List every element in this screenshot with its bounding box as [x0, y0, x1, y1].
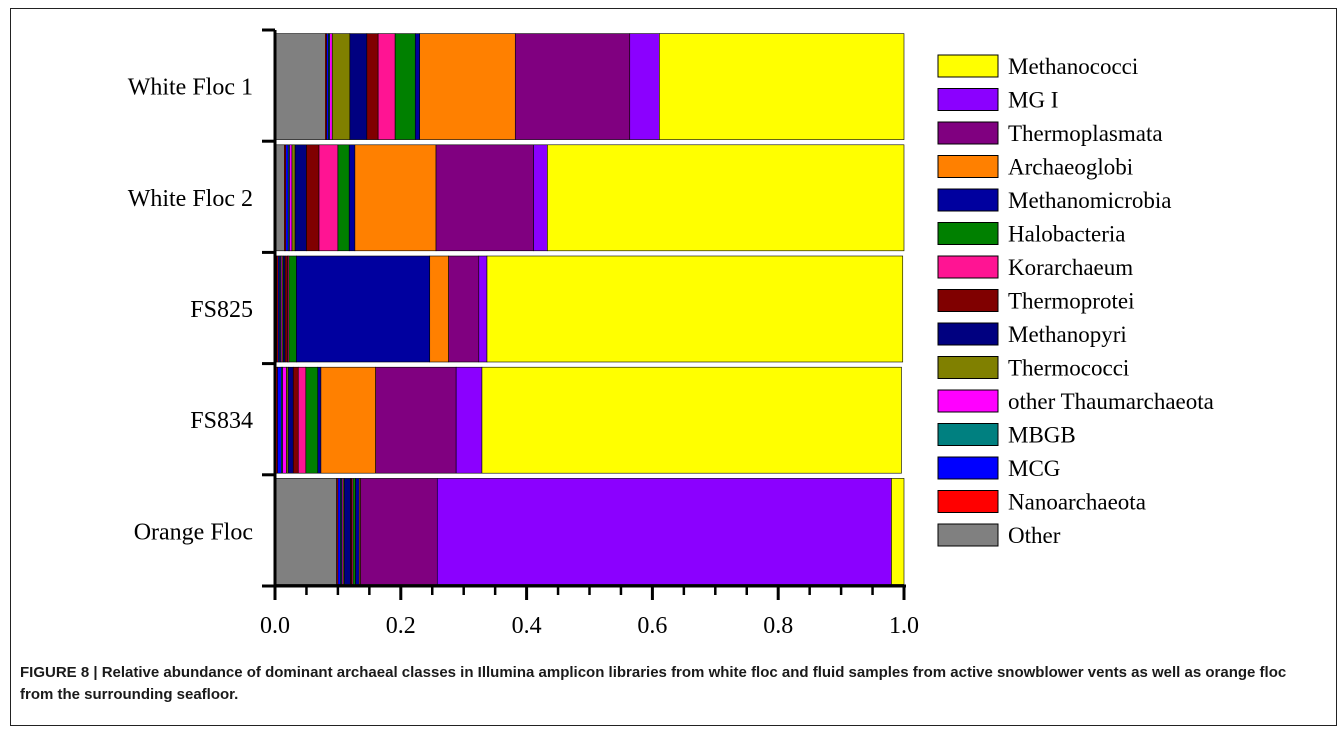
legend-swatch-other — [937, 523, 999, 547]
bar-segment-other-thaumarchaeota-white-floc-1 — [329, 33, 333, 140]
bar-segment-mg-i-fs834 — [455, 366, 483, 474]
bar-segment-thermococci-white-floc-2 — [291, 144, 296, 252]
bar-segment-methanococci-orange-floc — [891, 478, 905, 585]
bar-segment-mcg-fs834 — [277, 366, 282, 474]
legend-swatch-methanopyri — [937, 322, 999, 346]
x-tick-label: 0.4 — [512, 613, 542, 639]
legend: Methanococci MG I Thermoplasmata Archaeoglo… — [937, 54, 1214, 548]
legend-label-mcg: MCG — [1008, 456, 1060, 481]
y-category-label: White Floc 1 — [128, 75, 253, 101]
bar-segment-halobacteria-orange-floc — [352, 478, 356, 585]
bar-segment-methanomicrobia-fs834 — [317, 366, 322, 474]
bar-segment-methanomicrobia-white-floc-1 — [414, 33, 420, 140]
legend-label-thermoplasmata: Thermoplasmata — [1008, 121, 1163, 146]
stacked-bar-chart: White Floc 1 White Floc 2 FS825 FS834 Orange… — [128, 28, 1214, 639]
bar-segment-thermoplasmata-orange-floc — [360, 478, 438, 585]
legend-label-methanococci: Methanococci — [1008, 54, 1138, 79]
bar-segment-methanomicrobia-fs825 — [296, 255, 431, 363]
bar-segment-archaeoglobi-fs834 — [320, 366, 376, 474]
bar-segment-methanopyri-white-floc-1 — [349, 33, 368, 140]
legend-label-archaeoglobi: Archaeoglobi — [1008, 155, 1133, 180]
bar-segment-thermoplasmata-fs825 — [448, 255, 480, 363]
x-tick-label: 0.0 — [260, 613, 290, 639]
bar-segment-archaeoglobi-white-floc-2 — [354, 144, 437, 252]
bar-segment-archaeoglobi-fs825 — [429, 255, 449, 363]
legend-label-other-thaumarchaeota: other Thaumarchaeota — [1008, 389, 1214, 414]
y-ticks-layer: White Floc 1 White Floc 2 FS825 FS834 Orange… — [128, 28, 275, 588]
bar-segment-korarchaeum-fs834 — [297, 366, 307, 474]
y-category-label: FS834 — [190, 408, 253, 434]
bar-segment-thermococci-white-floc-1 — [331, 33, 351, 140]
bar-segment-mg-i-orange-floc — [436, 478, 892, 585]
bar-segment-thermoplasmata-fs834 — [375, 366, 457, 474]
x-tick-label: 1.0 — [889, 613, 919, 639]
x-tick-label: 0.6 — [637, 613, 667, 639]
bar-segment-thermoplasmata-white-floc-1 — [514, 33, 631, 140]
legend-label-mg-i: MG I — [1008, 88, 1058, 113]
legend-swatch-other-thaumarchaeota — [937, 389, 999, 413]
bars-layer — [274, 33, 905, 585]
bar-segment-thermoprotei-fs834 — [292, 366, 299, 474]
y-category-label: White Floc 2 — [128, 186, 253, 212]
legend-swatch-thermoprotei — [937, 289, 999, 312]
bar-segment-korarchaeum-white-floc-1 — [377, 33, 396, 140]
bar-segment-thermoprotei-white-floc-1 — [366, 33, 379, 140]
bar-segment-halobacteria-white-floc-1 — [394, 33, 416, 140]
bar-segment-methanopyri-fs834 — [287, 366, 294, 474]
bar-segment-other-orange-floc — [274, 478, 337, 585]
legend-label-other: Other — [1008, 523, 1061, 548]
y-category-label: FS825 — [190, 297, 253, 323]
bar-segment-methanococci-fs825 — [486, 255, 904, 363]
bar-segment-methanomicrobia-white-floc-2 — [348, 144, 356, 252]
legend-swatch-nanoarchaeota — [937, 490, 999, 513]
legend-swatch-methanococci — [937, 54, 999, 78]
bar-segment-other-white-floc-1 — [274, 33, 326, 140]
bar-segment-methanococci-white-floc-1 — [659, 33, 905, 140]
legend-label-methanomicrobia: Methanomicrobia — [1008, 188, 1172, 213]
legend-swatch-thermoplasmata — [937, 121, 999, 145]
legend-label-thermoprotei: Thermoprotei — [1008, 289, 1134, 314]
legend-label-halobacteria: Halobacteria — [1008, 222, 1125, 247]
bar-segment-mg-i-white-floc-1 — [629, 33, 660, 140]
legend-label-nanoarchaeota: Nanoarchaeota — [1008, 490, 1146, 515]
bar-segment-korarchaeum-white-floc-2 — [318, 144, 339, 252]
x-tick-label: 0.8 — [763, 613, 793, 639]
y-category-label: Orange Floc — [134, 519, 253, 545]
bar-segment-mcg-orange-floc — [337, 478, 341, 585]
legend-swatch-thermococci — [937, 356, 999, 379]
bar-segment-other-thaumarchaeota-fs834 — [282, 366, 287, 474]
x-ticks-layer: 0.0 0.2 0.4 0.6 0.8 1.0 — [260, 586, 919, 639]
legend-swatch-mcg — [937, 456, 999, 480]
legend-swatch-methanomicrobia — [937, 188, 999, 212]
figure-caption: FIGURE 8 | Relative abundance of dominan… — [20, 664, 1287, 703]
legend-swatch-korarchaeum — [937, 255, 999, 279]
x-tick-label: 0.2 — [386, 613, 416, 639]
bar-segment-other-thaumarchaeota-white-floc-2 — [289, 144, 293, 252]
legend-label-korarchaeum: Korarchaeum — [1008, 255, 1133, 280]
bar-segment-halobacteria-white-floc-2 — [337, 144, 350, 252]
bar-segment-halobacteria-fs825 — [288, 255, 297, 363]
legend-label-mbgb: MBGB — [1008, 423, 1076, 448]
bar-segment-thermoplasmata-white-floc-2 — [435, 144, 534, 252]
bar-segment-halobacteria-fs834 — [305, 366, 319, 474]
legend-swatch-archaeoglobi — [937, 155, 999, 178]
legend-swatch-halobacteria — [937, 222, 999, 245]
bar-segment-thermoprotei-white-floc-2 — [306, 144, 320, 252]
legend-swatch-mg-i — [937, 88, 999, 111]
bar-segment-mg-i-white-floc-2 — [533, 144, 548, 252]
bar-segment-methanopyri-white-floc-2 — [294, 144, 307, 252]
bar-segment-methanococci-white-floc-2 — [547, 144, 905, 252]
bar-segment-thermoprotei-fs825 — [284, 255, 288, 363]
bar-segment-methanococci-fs834 — [481, 366, 902, 474]
bar-segment-methanopyri-orange-floc — [343, 478, 351, 585]
bar-segment-archaeoglobi-white-floc-1 — [419, 33, 516, 140]
legend-swatch-mbgb — [937, 423, 999, 446]
bar-segment-mg-i-fs825 — [478, 255, 488, 363]
bar-segment-methanomicrobia-orange-floc — [355, 478, 360, 585]
legend-label-thermococci: Thermococci — [1008, 356, 1129, 381]
bar-segment-mcg-white-floc-2 — [285, 144, 289, 252]
legend-label-methanopyri: Methanopyri — [1008, 322, 1127, 347]
